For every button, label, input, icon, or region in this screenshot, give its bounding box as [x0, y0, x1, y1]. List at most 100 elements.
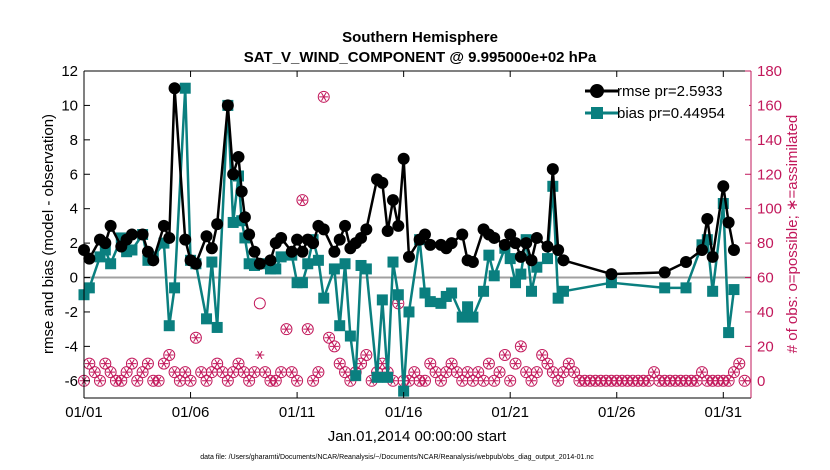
rmse-point — [125, 228, 138, 241]
axes-layer: 01/01 01/06 01/11 01/16 01/21 01/26 01/31 -6 -4 -… — [61, 63, 782, 421]
bias-point — [376, 294, 388, 306]
obs-assimilated-point — [404, 376, 414, 385]
obs-assimilated-point — [164, 350, 174, 360]
bias-point — [328, 263, 340, 275]
rmse-point — [695, 243, 708, 256]
obs-possible-point — [648, 366, 661, 379]
obs-assimilated-point — [132, 376, 142, 385]
obs-possible-point — [445, 357, 458, 370]
obs-possible-point — [221, 374, 234, 387]
bias-point — [728, 284, 740, 296]
y-tick-label: 8 — [70, 132, 78, 149]
rmse-point — [386, 194, 399, 207]
obs-assimilated-point — [95, 376, 105, 385]
obs-assimilated-point — [479, 376, 489, 385]
rmse-point — [147, 254, 160, 267]
rmse-point — [163, 231, 176, 244]
rmse-point — [136, 228, 149, 241]
bias-point — [211, 321, 223, 333]
bias-point — [179, 82, 191, 94]
bias-point — [169, 282, 181, 294]
obs-possible-point — [120, 366, 133, 379]
obs-possible-point — [253, 297, 266, 310]
obs-assimilated-point — [484, 359, 494, 368]
bias-point — [515, 268, 527, 280]
rmse-point — [525, 254, 538, 267]
obs-assimilated-point — [542, 359, 552, 368]
bias-point — [435, 297, 447, 309]
obs-assimilated-point — [527, 376, 537, 385]
obs-assimilated-point — [729, 368, 739, 377]
bias-point — [483, 249, 495, 261]
rmse-point — [238, 211, 251, 224]
bias-point — [126, 244, 138, 256]
rmse-point — [397, 152, 410, 165]
obs-assimilated-point — [170, 368, 180, 377]
obs-possible-point — [568, 366, 581, 379]
rmse-point — [243, 228, 256, 241]
rmse-point — [296, 245, 309, 258]
obs-assimilated-point — [127, 359, 137, 368]
obs-assimilated-point — [271, 376, 281, 385]
obs-possible-point — [472, 366, 485, 379]
y-tick-label: 10 — [61, 97, 78, 114]
obs-assimilated-point — [377, 359, 387, 368]
obs-possible-point — [99, 357, 112, 370]
obs-possible-point — [509, 357, 522, 370]
bias-point — [456, 311, 468, 323]
y-tick-label: 2 — [70, 235, 78, 252]
obs-assimilated-point — [548, 368, 558, 377]
x-tick-label: 01/21 — [491, 404, 529, 421]
obs-possible-point — [136, 366, 149, 379]
legend: rmse pr=2.5933 bias pr=0.44954 — [583, 79, 749, 124]
y-tick-label: 0 — [70, 270, 78, 287]
y-tick-label: -6 — [65, 373, 78, 390]
obs-possible-point — [498, 348, 511, 361]
obs-assimilated-point — [468, 376, 478, 385]
obs-assimilated-point — [420, 376, 430, 385]
obs-assimilated-point — [106, 368, 116, 377]
obs-assimilated-point — [116, 376, 126, 385]
obs-assimilated-point — [319, 92, 329, 101]
bias-point — [478, 285, 490, 297]
bias-point — [302, 258, 314, 270]
chart-subtitle: SAT_V_WIND_COMPONENT @ 9.995000e+02 hPa — [244, 49, 597, 66]
obs-possible-point — [360, 348, 373, 361]
bias-point — [83, 282, 95, 294]
obs-possible-point — [727, 366, 740, 379]
bias-point — [488, 270, 500, 282]
bias-point — [701, 234, 713, 246]
obs-possible-point — [163, 348, 176, 361]
bias-point — [526, 285, 538, 297]
obs-assimilated-point — [212, 359, 222, 368]
legend-rmse-label: rmse pr=2.5933 — [617, 83, 722, 100]
y-tick-label: 6 — [70, 166, 78, 183]
obs-assimilated-point — [90, 368, 100, 377]
rmse-point — [504, 228, 517, 241]
bias-point — [392, 289, 404, 301]
obs-assimilated-point — [457, 376, 467, 385]
bias-point — [371, 371, 383, 383]
y2-tick-label: 20 — [757, 338, 774, 355]
rmse-point — [205, 242, 218, 255]
rmse-point — [200, 230, 213, 243]
rmse-point — [557, 254, 570, 267]
obs-assimilated-point — [196, 368, 206, 377]
x-axis-label: Jan.01,2014 00:00:00 start — [328, 428, 507, 445]
obs-assimilated-point — [218, 368, 228, 377]
y-axis-label: rmse and bias (model - observation) — [40, 114, 57, 354]
obs-possible-point — [541, 357, 554, 370]
obs-assimilated-point — [308, 376, 318, 385]
bias-point — [504, 253, 516, 265]
obs-possible-point — [312, 366, 325, 379]
obs-assimilated-point — [409, 368, 419, 377]
obs-assimilated-point — [324, 333, 334, 342]
obs-possible-point — [291, 374, 304, 387]
obs-assimilated-point — [644, 376, 654, 385]
obs-assimilated-point — [425, 359, 435, 368]
obs-possible-point — [200, 374, 213, 387]
rmse-point — [307, 237, 320, 250]
obs-assimilated-point — [303, 325, 313, 334]
obs-possible-point — [296, 194, 309, 207]
obs-assimilated-point — [84, 359, 94, 368]
